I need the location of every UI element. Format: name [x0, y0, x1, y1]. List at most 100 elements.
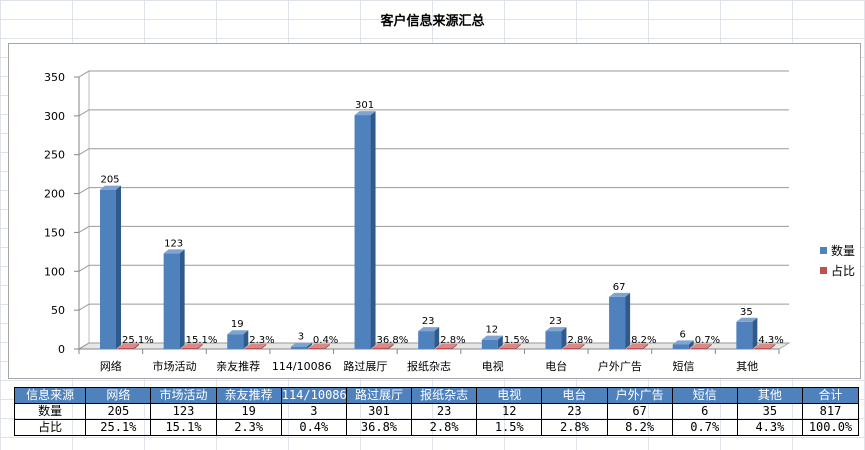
table-cell[interactable]: 25.1%: [85, 419, 152, 436]
bar-count-top: [290, 342, 312, 347]
table-cell[interactable]: 1.5%: [476, 419, 543, 436]
bar-pct-side: [643, 343, 649, 349]
bar-count-top: [163, 249, 185, 254]
table-cell[interactable]: 其他: [736, 387, 803, 404]
data-label-count: 23: [549, 316, 562, 327]
x-category-label: 报纸杂志: [407, 359, 451, 373]
table-cell[interactable]: 0.4%: [280, 419, 347, 436]
table-cell[interactable]: 2.8%: [411, 419, 478, 436]
table-cell[interactable]: 路过展厅: [345, 387, 413, 404]
bar-pct-top: [118, 343, 139, 348]
bar-count-top: [609, 292, 631, 297]
table-cell[interactable]: 100.0%: [801, 419, 860, 436]
data-label-count: 205: [100, 175, 119, 186]
table-cell[interactable]: 67: [606, 403, 673, 420]
bar-pct-side: [134, 343, 139, 349]
data-label-pct: 36.8%: [377, 335, 409, 346]
table-cell[interactable]: 817: [801, 403, 860, 420]
bar-count-top: [354, 111, 376, 116]
chart-title: 客户信息来源汇总: [380, 14, 485, 29]
legend-swatch-count: [820, 246, 827, 254]
bar-pct-top: [372, 343, 394, 348]
table-cell[interactable]: 亲友推荐: [215, 387, 282, 404]
table-cell[interactable]: 数量: [13, 403, 87, 420]
data-label-count: 3: [298, 332, 304, 343]
y-tick-label: 100: [44, 265, 65, 278]
x-category-label: 网络: [100, 359, 122, 373]
bar-count: [163, 253, 180, 349]
bar-pct: [245, 347, 262, 349]
table-cell[interactable]: 4.3%: [736, 419, 803, 436]
table-cell[interactable]: 市场活动: [150, 387, 217, 404]
chart-legend: 数量 占比: [820, 240, 855, 280]
y-tick-label: 0: [58, 343, 65, 356]
y-tick-label: 150: [44, 226, 65, 239]
table-cell[interactable]: 电台: [541, 387, 608, 404]
bar-pct-top: [754, 343, 776, 348]
data-label-pct: 15.1%: [186, 335, 218, 346]
data-label-pct: 1.5%: [504, 335, 529, 346]
table-cell[interactable]: 114/10086: [280, 387, 347, 404]
table-cell[interactable]: 合计: [801, 387, 860, 404]
data-label-count: 12: [485, 325, 498, 336]
table-cell[interactable]: 6: [671, 403, 738, 420]
table-cell[interactable]: 0.7%: [671, 419, 738, 436]
bar-pct: [118, 347, 134, 349]
legend-swatch-pct: [820, 266, 827, 274]
table-cell[interactable]: 占比: [13, 419, 87, 436]
gridline: [78, 70, 789, 78]
table-cell[interactable]: 报纸杂志: [411, 387, 478, 404]
table-cell[interactable]: 2.3%: [215, 419, 282, 436]
bar-pct-side: [515, 343, 521, 349]
bar-pct-side: [388, 343, 394, 349]
bar-count-side: [752, 317, 758, 349]
bar-pct: [436, 347, 453, 349]
data-label-pct: 2.3%: [249, 335, 274, 346]
bar-pct: [308, 347, 325, 349]
table-cell[interactable]: 3: [280, 403, 347, 420]
bar-pct-top: [245, 343, 267, 348]
bar-pct-top: [690, 343, 712, 348]
bar-count: [609, 296, 626, 349]
table-cell[interactable]: 12: [476, 403, 543, 420]
x-category-label: 市场活动: [152, 359, 196, 373]
table-cell[interactable]: 35: [736, 403, 803, 420]
table-cell[interactable]: 户外广告: [606, 387, 673, 404]
table-header-row: 信息来源 网络 市场活动 亲友推荐 114/10086 路过展厅 报纸杂志 电视 电台 户外广告…: [13, 387, 860, 404]
bar-count-top: [100, 185, 121, 190]
table-cell[interactable]: 23: [541, 403, 608, 420]
x-category-label: 路过展厅: [343, 360, 387, 373]
chart-area[interactable]: 0 50 100 150 200 250 300 350 205 25.1% 网络 123 15.1% 市…: [8, 43, 861, 379]
bar-pct: [563, 347, 580, 349]
x-category-label: 其他: [736, 360, 758, 373]
table-cell[interactable]: 8.2%: [606, 419, 673, 436]
table-cell[interactable]: 123: [150, 403, 217, 420]
bar-count-side: [561, 327, 567, 349]
data-label-pct: 0.4%: [313, 335, 338, 346]
table-cell[interactable]: 301: [345, 403, 413, 420]
table-cell[interactable]: 15.1%: [150, 419, 217, 436]
bar-count: [290, 346, 307, 349]
data-label-count: 35: [740, 307, 753, 318]
bar-pct-top: [499, 343, 521, 348]
table-cell[interactable]: 36.8%: [345, 419, 413, 436]
data-label-pct: 4.3%: [758, 335, 783, 346]
table-cell[interactable]: 23: [411, 403, 478, 420]
table-cell[interactable]: 205: [85, 403, 152, 420]
bar-pct: [372, 347, 389, 349]
table-cell[interactable]: 网络: [85, 387, 152, 404]
legend-label-pct: 占比: [831, 263, 856, 278]
bar-pct-side: [324, 343, 330, 349]
table-cell[interactable]: 信息来源: [13, 387, 87, 404]
table-cell[interactable]: 电视: [476, 387, 543, 404]
table-cell[interactable]: 短信: [671, 387, 738, 404]
gridline: [78, 148, 789, 156]
data-label-pct: 2.8%: [440, 335, 465, 346]
data-label-pct: 0.7%: [695, 335, 720, 346]
table-cell[interactable]: 19: [215, 403, 282, 420]
bar-count-top: [672, 340, 694, 345]
bar-count: [227, 334, 244, 349]
x-category-label: 电台: [545, 359, 567, 373]
bar-count: [354, 115, 371, 349]
table-cell[interactable]: 2.8%: [541, 419, 608, 436]
